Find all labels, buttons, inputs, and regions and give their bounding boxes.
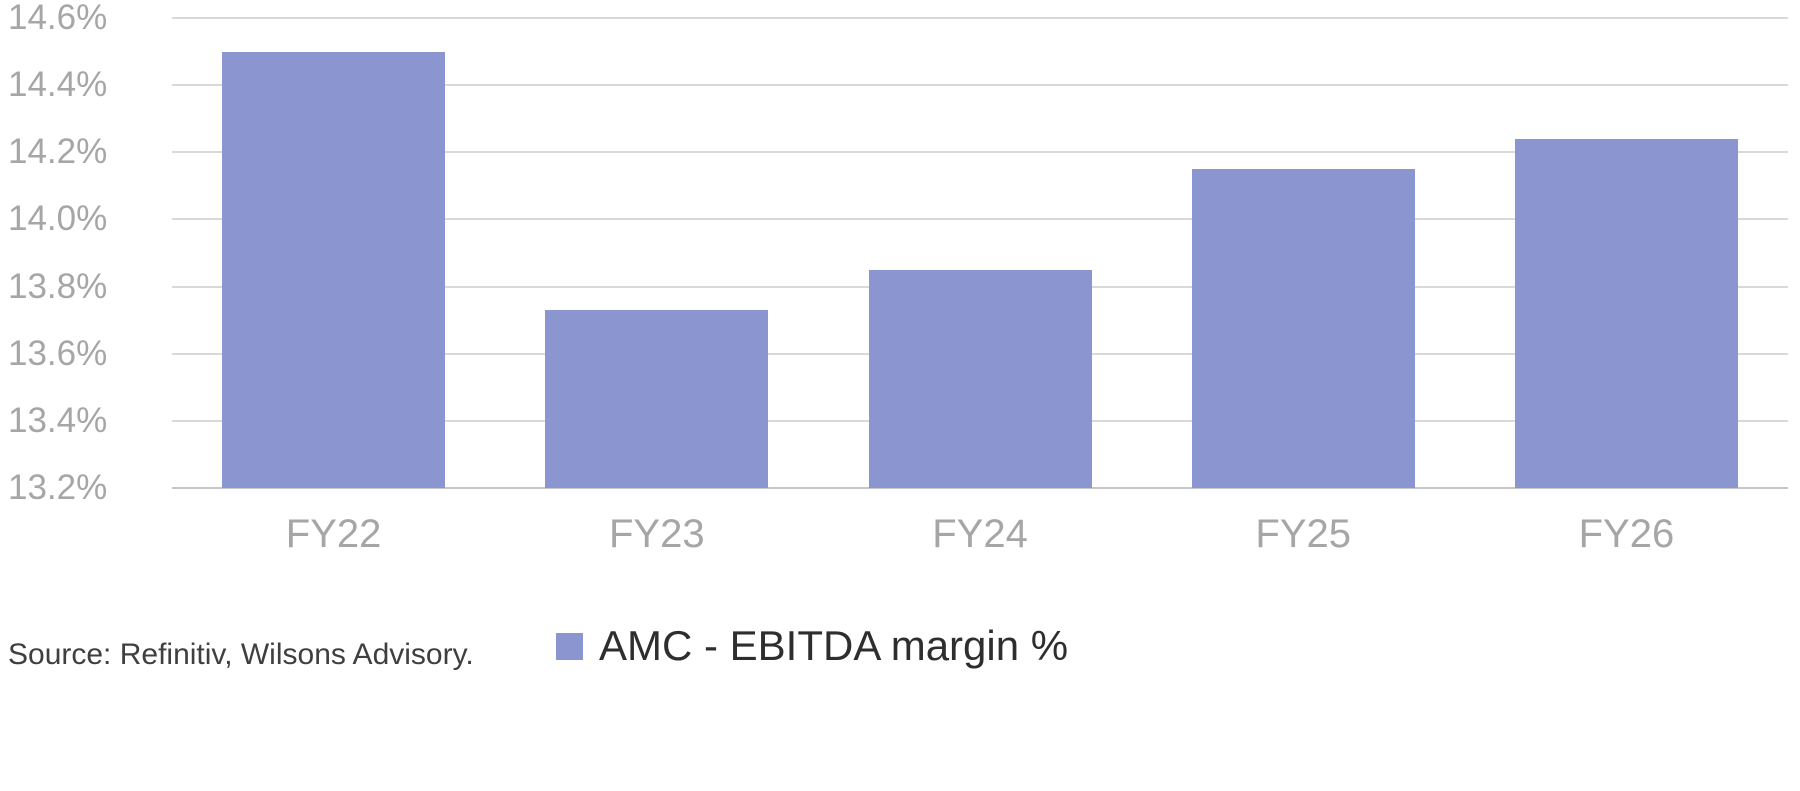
bar-FY24	[868, 269, 1092, 488]
y-tick-label: 14.6%	[8, 0, 108, 37]
x-tick-label: FY23	[609, 512, 705, 556]
y-tick-label: 13.2%	[8, 468, 108, 507]
gridline	[172, 17, 1788, 19]
bar-slot	[495, 18, 818, 488]
source-note: Source: Refinitiv, Wilsons Advisory.	[8, 638, 474, 671]
bar-FY22	[222, 51, 446, 488]
y-axis-labels: 13.2% 13.4% 13.6% 13.8% 14.0% 14.2% 14.4% 14.6%	[0, 0, 172, 791]
bar-FY26	[1514, 138, 1738, 488]
y-tick-label: 13.6%	[8, 333, 108, 373]
gridline	[172, 151, 1788, 154]
legend-swatch-icon	[556, 632, 583, 660]
bar-slot	[1142, 18, 1465, 488]
bar-slot	[172, 18, 495, 488]
y-tick-label: 13.8%	[8, 266, 108, 306]
bar-FY23	[545, 310, 769, 488]
chart-footer: Source: Refinitiv, Wilsons Advisory. AMC…	[0, 612, 1800, 702]
x-tick-label: FY25	[1255, 512, 1352, 556]
y-tick-label: 14.2%	[8, 132, 108, 172]
legend-label: AMC - EBITDA margin %	[599, 622, 1069, 669]
y-tick-label: 14.4%	[8, 65, 108, 105]
bar-slot	[1465, 18, 1788, 488]
bar-series	[172, 18, 1788, 488]
bar-slot	[818, 18, 1141, 488]
x-axis-labels: FY22 FY23 FY24 FY25 FY26	[172, 512, 1788, 557]
x-tick-label: FY26	[1578, 512, 1675, 556]
gridline	[172, 218, 1788, 221]
x-tick-label: FY22	[285, 512, 382, 556]
plot-area	[172, 17, 1788, 489]
gridline	[172, 84, 1788, 87]
bar-FY25	[1191, 169, 1415, 488]
legend: AMC - EBITDA margin %	[556, 622, 1068, 670]
y-tick-label: 13.4%	[8, 400, 108, 440]
gridline	[172, 487, 1788, 489]
y-tick-label: 14.0%	[8, 199, 108, 239]
x-tick-label: FY24	[932, 512, 1028, 556]
